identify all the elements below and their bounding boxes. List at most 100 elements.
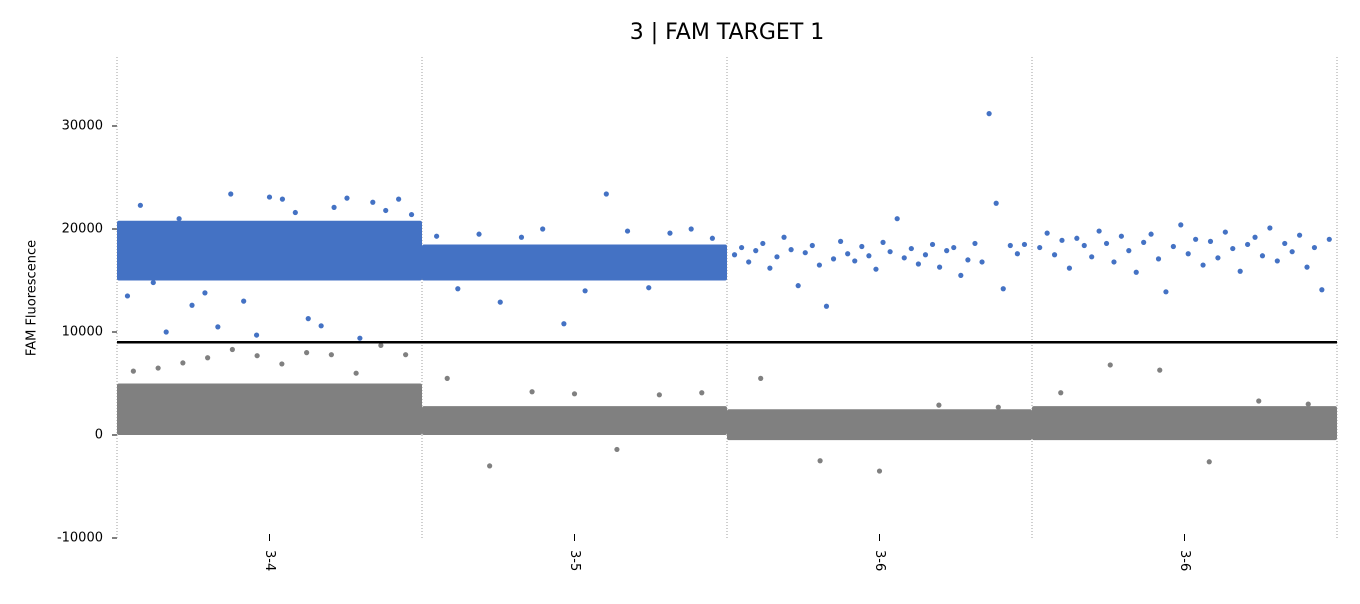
positive-droplet (929, 241, 936, 248)
positive-droplet (1245, 241, 1251, 248)
positive-droplet (774, 254, 780, 260)
negative-droplet (1206, 459, 1212, 465)
positive-droplet (455, 286, 461, 292)
positive-droplet (163, 329, 169, 335)
positive-droplet (667, 230, 673, 236)
y-tick-label: -10000 (57, 531, 103, 546)
positive-droplet (624, 228, 631, 234)
positive-droplet (408, 211, 415, 218)
positive-droplet (880, 239, 886, 245)
positive-droplet (993, 200, 999, 206)
positive-droplet (1074, 235, 1080, 241)
positive-droplet (746, 259, 752, 265)
positive-droplet (603, 191, 609, 197)
positive-droplet (767, 265, 773, 271)
positive-droplet (215, 324, 221, 330)
positive-droplet (1304, 264, 1310, 270)
positive-droplet (279, 196, 286, 202)
positive-droplet (344, 195, 350, 201)
positive-droplet (1148, 231, 1154, 237)
positive-droplet (189, 302, 195, 308)
positive-droplet (1044, 230, 1050, 236)
positive-droplet (894, 216, 900, 222)
positive-droplet (253, 332, 260, 338)
positive-droplet (1185, 251, 1191, 257)
y-tick-label: 30000 (62, 119, 103, 134)
positive-droplet (986, 111, 992, 117)
positive-droplet (540, 226, 546, 232)
positive-droplet (866, 253, 872, 259)
positive-droplet (809, 242, 815, 249)
positive-droplet (176, 216, 182, 222)
y-axis-label: FAM Fluorescence (25, 240, 40, 356)
positive-droplet (582, 288, 588, 294)
positive-droplet (1222, 229, 1228, 235)
x-tick-label: 3-6 (872, 550, 887, 571)
positive-droplet (124, 293, 131, 299)
positive-droplet (137, 202, 143, 208)
positive-droplet (852, 258, 858, 264)
positive-droplet (1037, 244, 1043, 251)
negative-droplet (279, 361, 285, 367)
positive-droplet (370, 199, 376, 205)
positive-droplet (788, 247, 794, 253)
negative-droplet (328, 352, 334, 358)
positive-droplet (476, 231, 482, 237)
positive-droplet (781, 234, 787, 240)
negative-droplet (254, 353, 260, 359)
negative-droplet (699, 390, 705, 396)
positive-droplet (951, 244, 957, 251)
x-tick-label: 3-4 (262, 550, 277, 571)
negative-droplet (571, 391, 578, 397)
x-tick-label: 3-5 (567, 550, 582, 571)
negative-droplet (529, 389, 535, 395)
positive-droplet (1170, 243, 1176, 250)
negative-cluster (422, 406, 727, 436)
negative-droplet (378, 342, 384, 348)
positive-droplet (922, 252, 929, 258)
positive-droplet (709, 235, 715, 241)
positive-droplet (901, 255, 907, 261)
positive-droplet (1207, 238, 1214, 244)
positive-droplet (1237, 268, 1243, 274)
positive-droplet (908, 245, 914, 252)
positive-droplet (357, 335, 363, 341)
negative-droplet (1157, 367, 1163, 373)
positive-droplet (383, 207, 389, 214)
positive-droplet (228, 191, 234, 197)
positive-droplet (937, 264, 943, 270)
negative-droplet (1058, 390, 1064, 396)
positive-droplet (305, 316, 311, 322)
negative-droplet (229, 346, 235, 353)
positive-droplet (859, 243, 865, 250)
positive-droplet (830, 256, 837, 262)
positive-droplet (1133, 269, 1139, 275)
negative-droplet (1305, 401, 1311, 407)
positive-droplet (1000, 286, 1006, 292)
positive-droplet (1178, 222, 1184, 228)
negative-droplet (403, 352, 409, 358)
y-tick-label: 0 (95, 428, 103, 443)
positive-droplet (497, 299, 503, 305)
negative-cluster (727, 409, 1032, 441)
positive-droplet (396, 196, 402, 202)
positive-droplet (1267, 225, 1273, 231)
negative-droplet (130, 368, 136, 374)
positive-droplet (915, 261, 921, 267)
positive-droplet (1193, 236, 1199, 242)
positive-droplet (1319, 287, 1325, 293)
negative-droplet (614, 446, 620, 453)
positive-droplet (1141, 239, 1147, 245)
positive-droplet (838, 238, 844, 244)
negative-droplet (936, 402, 942, 408)
y-tick-label: 10000 (62, 325, 103, 340)
negative-droplet (353, 370, 359, 376)
positive-droplet (1155, 256, 1162, 262)
positive-droplet (1066, 265, 1073, 271)
positive-droplet (434, 233, 440, 239)
positive-droplet (753, 248, 759, 254)
positive-droplet (944, 248, 950, 254)
negative-droplet (1107, 362, 1113, 368)
chart-title: 3 | FAM TARGET 1 (630, 20, 825, 45)
positive-droplet (979, 259, 985, 265)
